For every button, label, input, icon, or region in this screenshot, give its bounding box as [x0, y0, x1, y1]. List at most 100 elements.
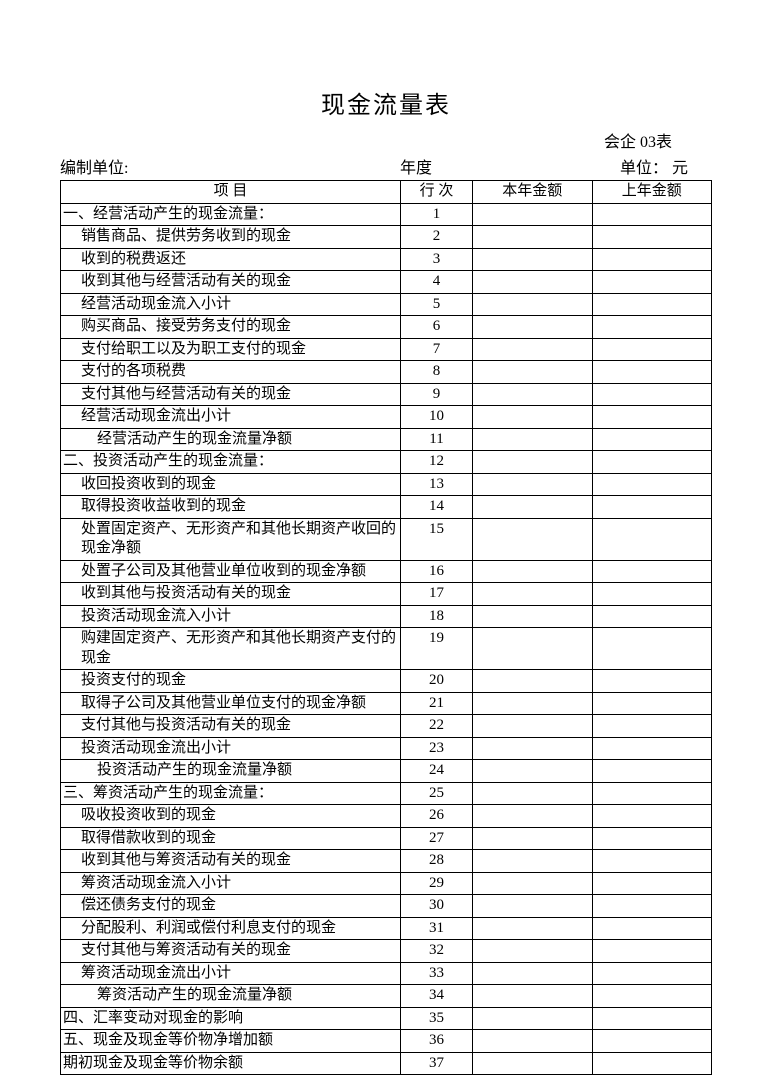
table-row: 购建固定资产、无形资产和其他长期资产支付的现金19 [61, 628, 712, 670]
item-cell: 处置子公司及其他营业单位收到的现金净额 [61, 560, 401, 583]
prior-amount-cell [592, 692, 712, 715]
line-number-cell: 25 [401, 782, 473, 805]
prior-amount-cell [592, 962, 712, 985]
item-cell: 吸收投资收到的现金 [61, 805, 401, 828]
item-cell: 收回投资收到的现金 [61, 473, 401, 496]
item-cell: 支付其他与投资活动有关的现金 [61, 715, 401, 738]
item-cell: 一、经营活动产生的现金流量： [61, 203, 401, 226]
item-cell: 四、汇率变动对现金的影响 [61, 1007, 401, 1030]
line-number-cell: 11 [401, 428, 473, 451]
table-header-row: 项 目 行 次 本年金额 上年金额 [61, 181, 712, 204]
current-amount-cell [473, 248, 593, 271]
current-amount-cell [473, 917, 593, 940]
item-cell: 收到其他与筹资活动有关的现金 [61, 850, 401, 873]
line-number-cell: 36 [401, 1030, 473, 1053]
line-number-cell: 34 [401, 985, 473, 1008]
line-number-cell: 35 [401, 1007, 473, 1030]
table-row: 期初现金及现金等价物余额37 [61, 1052, 712, 1075]
current-amount-cell [473, 782, 593, 805]
prior-amount-cell [592, 451, 712, 474]
line-number-cell: 6 [401, 316, 473, 339]
prior-amount-cell [592, 827, 712, 850]
item-cell: 筹资活动现金流入小计 [61, 872, 401, 895]
item-cell: 二、投资活动产生的现金流量： [61, 451, 401, 474]
line-number-cell: 2 [401, 226, 473, 249]
table-row: 经营活动产生的现金流量净额11 [61, 428, 712, 451]
prior-amount-cell [592, 715, 712, 738]
col-item: 项 目 [61, 181, 401, 204]
current-amount-cell [473, 338, 593, 361]
prior-amount-cell [592, 248, 712, 271]
prior-amount-cell [592, 782, 712, 805]
line-number-cell: 15 [401, 518, 473, 560]
current-amount-cell [473, 316, 593, 339]
prepared-by-label: 编制单位: [60, 154, 400, 178]
current-amount-cell [473, 737, 593, 760]
prior-amount-cell [592, 316, 712, 339]
line-number-cell: 33 [401, 962, 473, 985]
table-row: 收到其他与筹资活动有关的现金28 [61, 850, 712, 873]
item-cell: 购建固定资产、无形资产和其他长期资产支付的现金 [61, 628, 401, 670]
table-row: 取得借款收到的现金27 [61, 827, 712, 850]
table-row: 分配股利、利润或偿付利息支付的现金31 [61, 917, 712, 940]
table-row: 四、汇率变动对现金的影响35 [61, 1007, 712, 1030]
line-number-cell: 37 [401, 1052, 473, 1075]
item-cell: 投资活动现金流出小计 [61, 737, 401, 760]
line-number-cell: 19 [401, 628, 473, 670]
item-cell: 取得子公司及其他营业单位支付的现金净额 [61, 692, 401, 715]
table-row: 支付的各项税费8 [61, 361, 712, 384]
table-row: 取得子公司及其他营业单位支付的现金净额21 [61, 692, 712, 715]
item-cell: 购买商品、接受劳务支付的现金 [61, 316, 401, 339]
current-amount-cell [473, 670, 593, 693]
current-amount-cell [473, 1052, 593, 1075]
item-cell: 投资活动现金流入小计 [61, 605, 401, 628]
current-amount-cell [473, 940, 593, 963]
item-cell: 筹资活动现金流出小计 [61, 962, 401, 985]
col-current: 本年金额 [473, 181, 593, 204]
prior-amount-cell [592, 1030, 712, 1053]
table-row: 投资支付的现金20 [61, 670, 712, 693]
current-amount-cell [473, 715, 593, 738]
current-amount-cell [473, 406, 593, 429]
prior-amount-cell [592, 496, 712, 519]
period-label: 年度 [400, 154, 600, 178]
current-amount-cell [473, 361, 593, 384]
prior-amount-cell [592, 428, 712, 451]
prior-amount-cell [592, 1007, 712, 1030]
current-amount-cell [473, 518, 593, 560]
line-number-cell: 23 [401, 737, 473, 760]
table-row: 三、筹资活动产生的现金流量：25 [61, 782, 712, 805]
prior-amount-cell [592, 361, 712, 384]
table-row: 五、现金及现金等价物净增加额36 [61, 1030, 712, 1053]
current-amount-cell [473, 628, 593, 670]
current-amount-cell [473, 962, 593, 985]
form-code: 会企 03表 [60, 128, 712, 152]
table-row: 购买商品、接受劳务支付的现金6 [61, 316, 712, 339]
item-cell: 收到其他与投资活动有关的现金 [61, 583, 401, 606]
prior-amount-cell [592, 226, 712, 249]
current-amount-cell [473, 1007, 593, 1030]
item-cell: 取得投资收益收到的现金 [61, 496, 401, 519]
table-row: 支付给职工以及为职工支付的现金7 [61, 338, 712, 361]
prior-amount-cell [592, 383, 712, 406]
item-cell: 投资活动产生的现金流量净额 [61, 760, 401, 783]
current-amount-cell [473, 203, 593, 226]
current-amount-cell [473, 473, 593, 496]
line-number-cell: 8 [401, 361, 473, 384]
current-amount-cell [473, 805, 593, 828]
prior-amount-cell [592, 271, 712, 294]
current-amount-cell [473, 428, 593, 451]
item-cell: 支付其他与经营活动有关的现金 [61, 383, 401, 406]
prior-amount-cell [592, 473, 712, 496]
item-cell: 投资支付的现金 [61, 670, 401, 693]
col-line: 行 次 [401, 181, 473, 204]
item-cell: 期初现金及现金等价物余额 [61, 1052, 401, 1075]
line-number-cell: 17 [401, 583, 473, 606]
current-amount-cell [473, 1030, 593, 1053]
prior-amount-cell [592, 628, 712, 670]
prior-amount-cell [592, 895, 712, 918]
table-row: 投资活动现金流出小计23 [61, 737, 712, 760]
line-number-cell: 27 [401, 827, 473, 850]
cash-flow-table: 项 目 行 次 本年金额 上年金额 一、经营活动产生的现金流量：1销售商品、提供… [60, 180, 712, 1075]
line-number-cell: 7 [401, 338, 473, 361]
